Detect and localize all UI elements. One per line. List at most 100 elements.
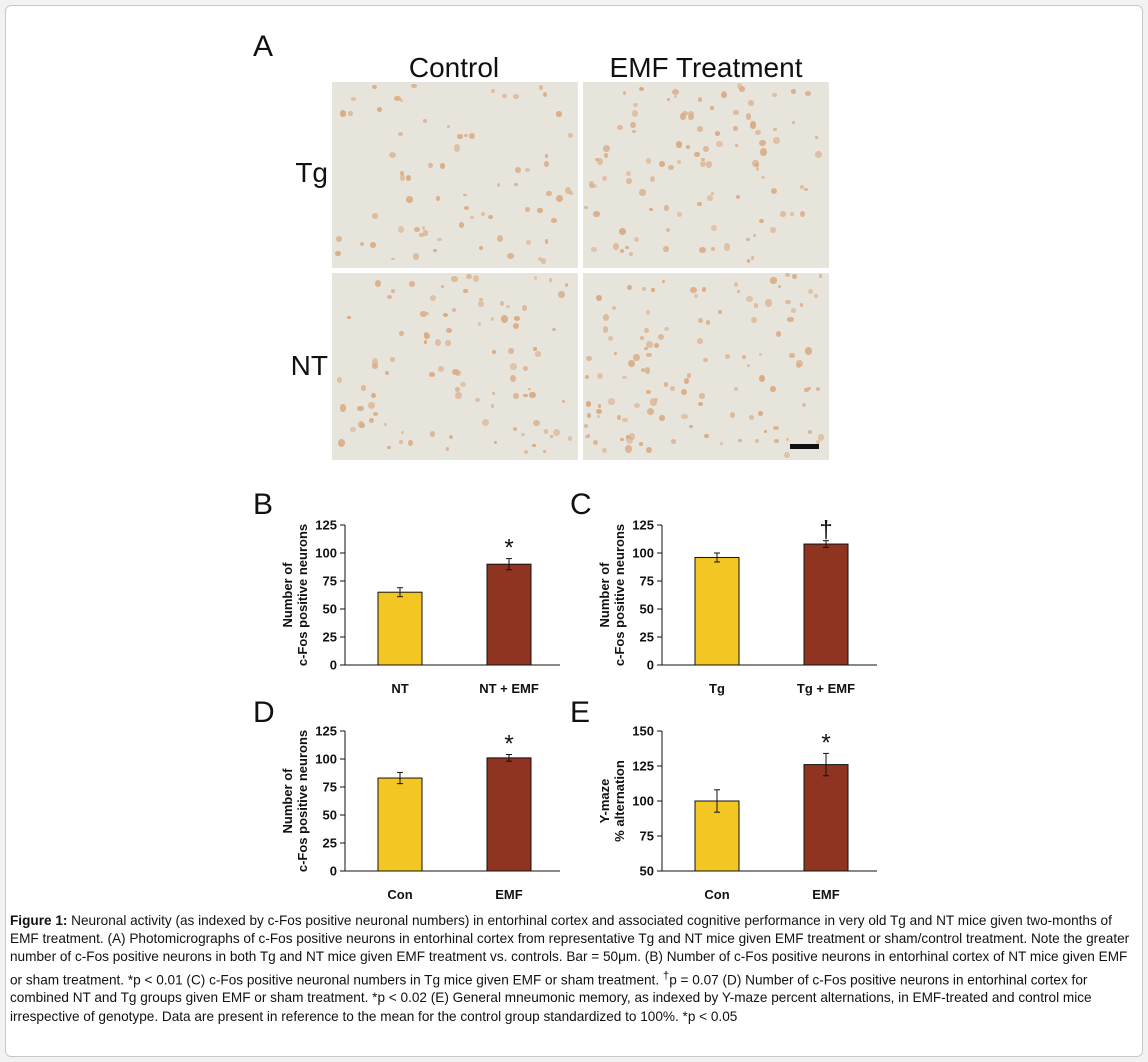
- stained-neuron: [693, 293, 698, 298]
- stained-neuron: [409, 281, 415, 287]
- stained-neuron: [758, 352, 762, 356]
- stained-neuron: [702, 145, 709, 152]
- y-tick-label: 150: [632, 724, 654, 739]
- stained-neuron: [452, 307, 456, 313]
- stained-neuron: [648, 207, 654, 212]
- y-tick-label: 100: [315, 752, 337, 767]
- y-tick-label: 25: [323, 836, 337, 851]
- stained-neuron: [808, 430, 813, 434]
- panel-e-letter: E: [570, 696, 591, 729]
- stained-neuron: [663, 326, 669, 331]
- y-tick-label: 50: [640, 602, 654, 617]
- stained-neuron: [370, 242, 376, 248]
- stained-neuron: [368, 417, 374, 423]
- stained-neuron: [348, 111, 353, 116]
- stained-neuron: [464, 133, 469, 137]
- stained-neuron: [749, 121, 757, 129]
- y-tick-label: 50: [323, 808, 337, 823]
- y-tick-label: 125: [315, 518, 337, 533]
- stained-neuron: [761, 175, 766, 180]
- y-axis-label: Y-maze% alternation: [597, 760, 627, 842]
- stained-neuron: [799, 303, 803, 307]
- stained-neuron: [658, 333, 665, 340]
- caption-text: Neuronal activity (as indexed by c-Fos p…: [10, 913, 1130, 988]
- stained-neuron: [817, 433, 824, 442]
- stained-neuron: [546, 191, 552, 197]
- stained-neuron: [538, 256, 542, 261]
- stained-neuron: [755, 167, 760, 172]
- stained-neuron: [372, 363, 379, 370]
- stained-neuron: [387, 294, 393, 299]
- y-axis-label: Number ofc-Fos positive neurons: [280, 730, 310, 872]
- stained-neuron: [556, 194, 563, 202]
- stained-neuron: [634, 403, 641, 409]
- stained-neuron: [748, 414, 755, 421]
- stained-neuron: [608, 398, 615, 405]
- stained-neuron: [437, 237, 442, 242]
- stained-neuron: [451, 276, 458, 282]
- stained-neuron: [457, 134, 463, 140]
- stained-neuron: [399, 175, 405, 181]
- stained-neuron: [734, 144, 738, 148]
- stained-neuron: [675, 141, 683, 149]
- stained-neuron: [414, 226, 421, 233]
- stained-neuron: [654, 343, 660, 349]
- stained-neuron: [541, 258, 546, 264]
- stained-neuron: [725, 353, 731, 360]
- stained-neuron: [664, 382, 669, 387]
- stained-neuron: [704, 433, 709, 438]
- stained-neuron: [585, 355, 592, 362]
- y-tick-label: 25: [640, 630, 654, 645]
- y-axis-label-line: % alternation: [612, 760, 627, 842]
- stained-neuron: [371, 358, 379, 366]
- stained-neuron: [384, 370, 390, 375]
- stained-neuron: [430, 294, 437, 301]
- stained-neuron: [556, 111, 562, 117]
- stained-neuron: [680, 413, 688, 420]
- stained-neuron: [372, 411, 378, 417]
- stained-neuron: [564, 283, 569, 287]
- y-axis-label-line: Number of: [597, 562, 612, 628]
- stained-neuron: [597, 372, 604, 380]
- stained-neuron: [584, 205, 588, 209]
- stained-neuron: [790, 89, 796, 94]
- stained-neuron: [529, 391, 536, 399]
- stained-neuron: [552, 428, 560, 437]
- stained-neuron: [618, 228, 626, 235]
- stained-neuron: [625, 170, 631, 177]
- stained-neuron: [394, 95, 401, 102]
- bar-control: [377, 777, 423, 872]
- stained-neuron: [666, 98, 670, 102]
- x-tick-label: Con: [704, 887, 729, 902]
- stained-neuron: [399, 331, 404, 336]
- stained-neuron: [729, 411, 735, 418]
- stained-neuron: [423, 339, 428, 344]
- stained-neuron: [500, 301, 505, 307]
- stained-neuron: [551, 327, 556, 332]
- stained-neuron: [681, 111, 688, 117]
- stained-neuron: [697, 96, 703, 102]
- stained-neuron: [647, 408, 655, 416]
- stained-neuron: [399, 99, 403, 102]
- stained-neuron: [436, 196, 440, 201]
- y-axis-label-line: c-Fos positive neurons: [295, 524, 310, 666]
- stained-neuron: [601, 447, 607, 453]
- stained-neuron: [673, 94, 677, 98]
- stained-neuron: [453, 144, 460, 152]
- stained-neuron: [478, 245, 483, 250]
- stained-neuron: [568, 132, 573, 138]
- stained-neuron: [676, 159, 682, 165]
- stained-neuron: [687, 113, 695, 121]
- stained-neuron: [612, 243, 619, 251]
- stained-neuron: [702, 357, 708, 363]
- stained-neuron: [389, 356, 395, 362]
- stained-neuron: [351, 97, 356, 102]
- stained-neuron: [659, 160, 665, 167]
- stained-neuron: [645, 446, 652, 453]
- stained-neuron: [818, 274, 823, 278]
- stained-neuron: [513, 393, 519, 399]
- stained-neuron: [773, 127, 777, 131]
- stained-neuron: [439, 162, 445, 169]
- bar-control: [694, 556, 740, 666]
- stained-neuron: [645, 158, 652, 165]
